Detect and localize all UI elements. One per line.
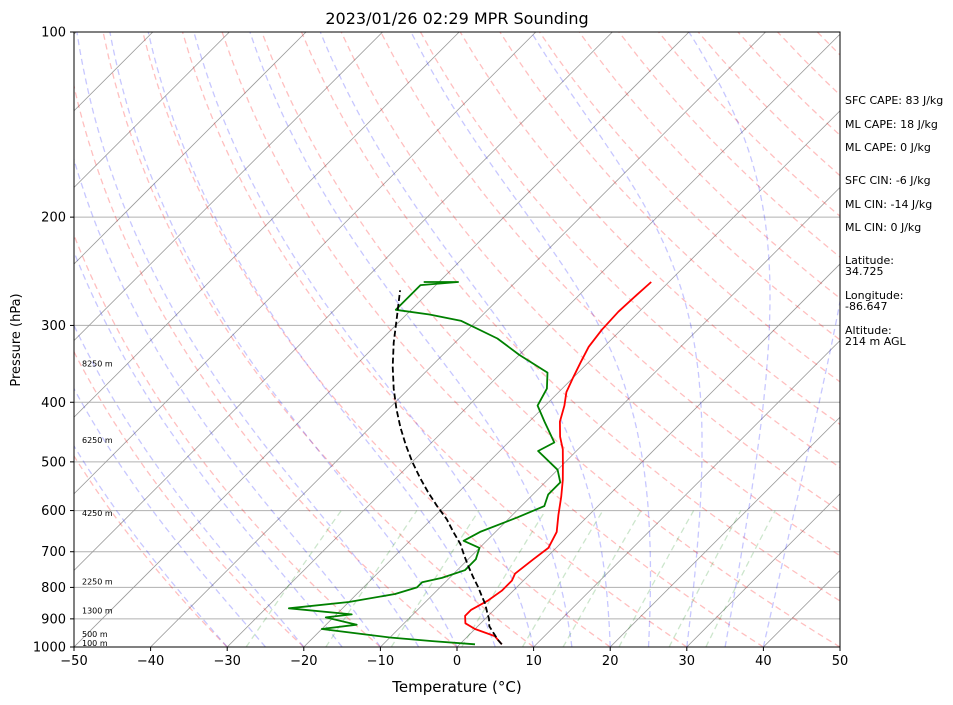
- y-tick-label: 100: [41, 26, 66, 41]
- height-label: 1300 m: [82, 607, 113, 616]
- y-tick-label: 700: [41, 545, 66, 560]
- y-tick-label: 1000: [33, 641, 66, 656]
- dewpoint-profile: [288, 281, 562, 646]
- y-tick-label: 400: [41, 396, 66, 411]
- sfc-cin-label: SFC CIN: -6 J/kg: [845, 174, 931, 187]
- x-tick-label: 30: [679, 654, 696, 669]
- x-tick-label: −40: [137, 654, 164, 669]
- moist-adiabat-line: [109, 32, 458, 647]
- isotherm-line: [74, 32, 537, 495]
- isotherm-line: [74, 32, 460, 418]
- moist-adiabat-line: [249, 32, 573, 647]
- sfc-cape-label: SFC CAPE: 83 J/kg: [845, 94, 944, 107]
- moist-adiabat-line: [319, 32, 611, 647]
- temperature-profile: [464, 281, 652, 645]
- dry-adiabat-line: [578, 32, 840, 300]
- dry-adiabat-line: [221, 32, 764, 647]
- height-label: 500 m: [82, 630, 108, 639]
- isotherm-line: [609, 416, 840, 647]
- longitude-label: Longitude: -86.647: [845, 289, 904, 313]
- x-tick-label: −30: [213, 654, 240, 669]
- dry-adiabat-line: [102, 32, 534, 647]
- y-tick-label: 300: [41, 319, 66, 334]
- moist-adiabat-line: [688, 32, 771, 647]
- x-tick-label: −20: [290, 654, 317, 669]
- moist-adiabat-line: [410, 32, 652, 647]
- moist-adiabat-line: [74, 387, 266, 647]
- isotherm-line: [226, 33, 840, 647]
- x-axis-ticks: −50 −40 −30 −20 −10 0 10 20 30 40 50: [60, 647, 848, 669]
- y-tick-label: 600: [41, 504, 66, 519]
- isotherm-line: [150, 32, 766, 647]
- mixing-ratio-line: [325, 510, 418, 647]
- background-lines: [74, 32, 840, 647]
- isotherm-line: [380, 186, 840, 647]
- isotherm-line: [74, 32, 230, 188]
- isotherm-line: [533, 340, 840, 647]
- y-tick-label: 900: [41, 612, 66, 627]
- height-label: 8250 m: [82, 360, 113, 369]
- height-label: 2250 m: [82, 577, 113, 586]
- isotherm-line: [74, 32, 383, 342]
- x-tick-label: 20: [602, 654, 619, 669]
- parcel-profile: [391, 290, 503, 645]
- dry-adiabat-line: [261, 32, 840, 647]
- mixing-ratio-line: [562, 510, 642, 647]
- mixing-ratio-line: [245, 510, 342, 647]
- y-tick-label: 800: [41, 581, 66, 596]
- mixing-ratio-line: [705, 510, 776, 647]
- x-tick-label: −10: [367, 654, 394, 669]
- moist-adiabat-line: [74, 250, 343, 647]
- x-axis-label: Temperature (°C): [391, 678, 521, 696]
- profiles: [288, 281, 652, 646]
- latitude-label: Latitude: 34.725: [845, 254, 894, 278]
- isotherm-line: [74, 32, 690, 647]
- ml-cin-label-2: ML CIN: 0 J/kg: [845, 221, 922, 234]
- y-axis-label: Pressure (hPa): [9, 293, 24, 386]
- dry-adiabat-line: [74, 350, 305, 647]
- isotherm-line: [456, 263, 840, 647]
- isotherm-line: [303, 110, 840, 647]
- mixing-ratio-line: [668, 510, 742, 647]
- ml-cin-label: ML CIN: -14 J/kg: [845, 198, 933, 211]
- moist-adiabat-line: [530, 32, 703, 647]
- x-tick-label: 50: [832, 654, 849, 669]
- moist-adiabat-line: [762, 298, 840, 647]
- moist-adiabat-line: [76, 32, 420, 647]
- mixing-ratio-line: [390, 510, 480, 647]
- moist-adiabat-line: [74, 444, 228, 647]
- dry-adiabat-line: [181, 32, 688, 647]
- height-label: 100 m: [82, 639, 108, 648]
- x-tick-label: 0: [453, 654, 461, 669]
- moist-adiabat-line: [193, 32, 535, 647]
- ml-cape-label: ML CAPE: 18 J/kg: [845, 118, 938, 131]
- moist-adiabat-line: [147, 32, 496, 647]
- height-label: 4250 m: [82, 509, 113, 518]
- dry-adiabat-line: [74, 454, 228, 647]
- plot-frame: [73, 31, 841, 648]
- dry-adiabat-line: [74, 83, 458, 647]
- x-tick-label: 10: [525, 654, 542, 669]
- ml-cape-label-2: ML CAPE: 0 J/kg: [845, 141, 931, 154]
- isotherm-line: [74, 32, 613, 571]
- y-axis-ticks: 100 200 300 400 500 600 700 800 900 1000: [33, 26, 74, 656]
- height-label: 6250 m: [82, 436, 113, 445]
- mixing-ratio-line: [521, 510, 604, 647]
- isotherm-line: [74, 32, 307, 265]
- dry-adiabat-line: [142, 32, 611, 647]
- y-tick-label: 200: [41, 211, 66, 226]
- dry-adiabat-line: [74, 233, 381, 647]
- mixing-ratio-line: [618, 510, 695, 647]
- x-tick-label: 40: [755, 654, 772, 669]
- chart-title: 2023/01/26 02:29 MPR Sounding: [325, 9, 588, 28]
- moist-adiabat-line: [74, 157, 381, 647]
- x-tick-label: −50: [60, 654, 87, 669]
- y-tick-label: 500: [41, 455, 66, 470]
- altitude-label: Altitude: 214 m AGL: [845, 324, 906, 348]
- isotherm-line: [686, 493, 840, 647]
